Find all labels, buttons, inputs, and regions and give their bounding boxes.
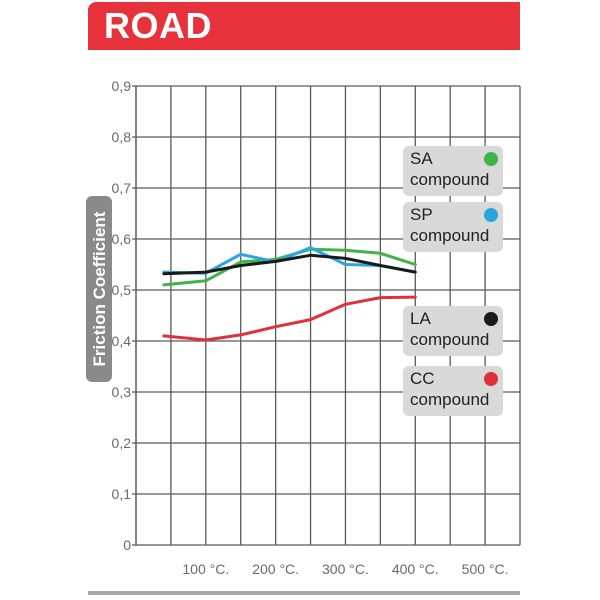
legend-marker xyxy=(484,372,498,386)
legend-item-cc: CC compound xyxy=(403,366,503,416)
legend-label: compound xyxy=(410,170,489,189)
header-banner: ROAD xyxy=(88,2,520,50)
legend-label: compound xyxy=(410,330,489,349)
y-tick-label: 0,3 xyxy=(112,384,132,400)
y-tick-label: 0,2 xyxy=(112,435,132,451)
y-axis-label-box xyxy=(86,196,112,382)
y-tick-label: 0,9 xyxy=(112,78,132,94)
legend-box xyxy=(403,202,503,252)
legend-box xyxy=(403,366,503,416)
x-tick-label: 100 °C. xyxy=(182,561,229,577)
series-line-cc xyxy=(162,295,417,342)
y-tick-label: 0,7 xyxy=(112,180,132,196)
legend-label: compound xyxy=(410,226,489,245)
y-tick-label: 0,1 xyxy=(112,486,132,502)
legend-item-la: LA compound xyxy=(403,306,503,356)
legend-box xyxy=(403,306,503,356)
legend-label: CC xyxy=(410,369,435,388)
bottom-divider xyxy=(88,591,520,595)
y-tick-label: 0,6 xyxy=(112,231,132,247)
legend-label: SA xyxy=(410,149,433,168)
y-axis-label-group: Friction Coefficient xyxy=(86,196,112,382)
legend-marker xyxy=(484,312,498,326)
y-tick-label: 0,5 xyxy=(112,282,132,298)
y-tick-label: 0,8 xyxy=(112,129,132,145)
chart-title: ROAD xyxy=(104,5,212,46)
y-tick-label: 0 xyxy=(123,537,131,553)
legend-item-sp: SP compound xyxy=(403,202,503,252)
y-axis-label: Friction Coefficient xyxy=(90,211,109,366)
x-tick-label: 200 °C. xyxy=(252,561,299,577)
x-tick-label: 400 °C. xyxy=(392,561,439,577)
legend-marker xyxy=(484,208,498,222)
legend-marker xyxy=(484,152,498,166)
y-tick-label: 0,4 xyxy=(112,333,132,349)
legend-label: LA xyxy=(410,309,431,328)
x-tick-label: 500 °C. xyxy=(462,561,509,577)
legend-box xyxy=(403,146,503,196)
series-line-sa xyxy=(162,247,417,287)
x-tick-label: 300 °C. xyxy=(322,561,369,577)
legend-label: compound xyxy=(410,390,489,409)
series-line-la xyxy=(162,253,417,276)
legend-item-sa: SA compound xyxy=(403,146,503,196)
legend-label: SP xyxy=(410,205,433,224)
